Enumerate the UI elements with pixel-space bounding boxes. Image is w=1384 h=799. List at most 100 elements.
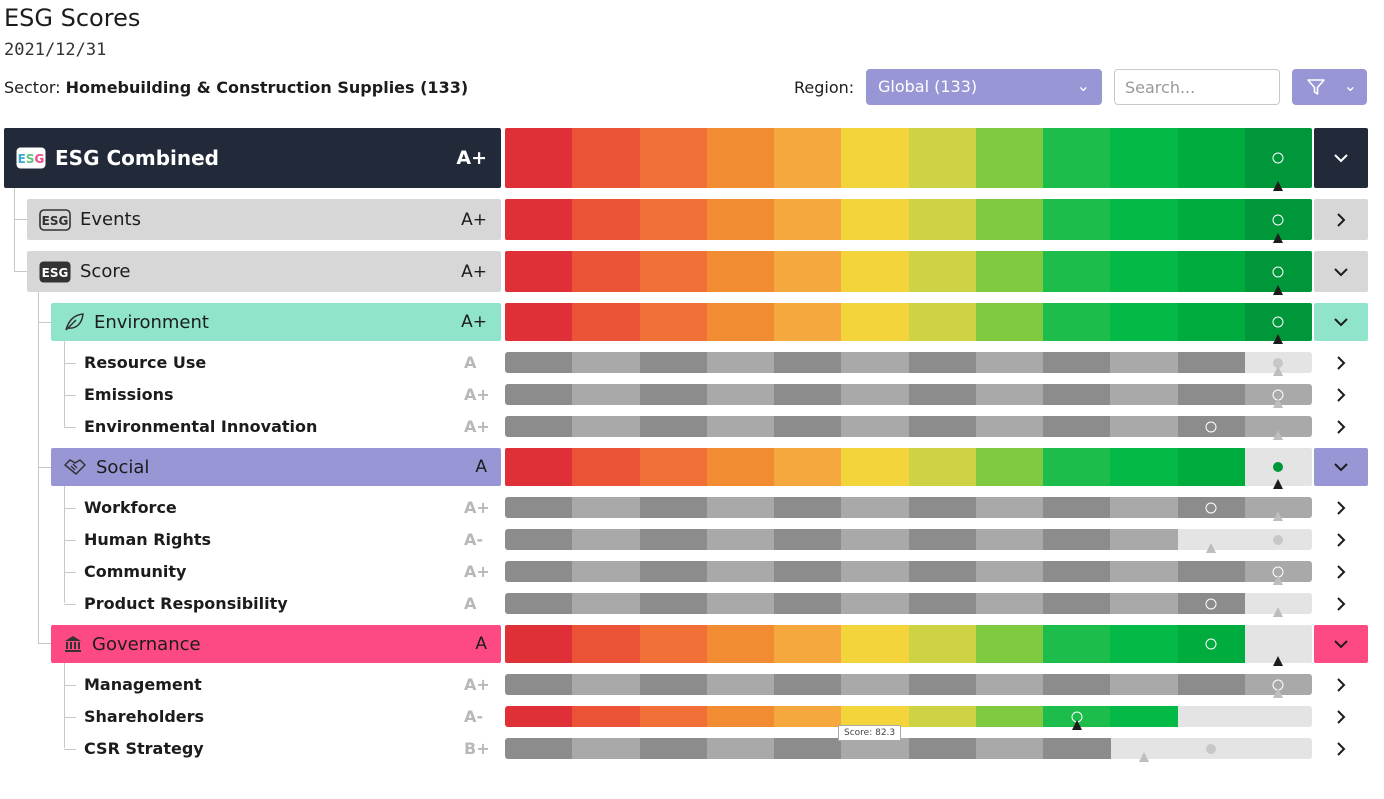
score-marker <box>1205 598 1217 609</box>
score-segment <box>706 625 775 663</box>
collapse-button[interactable] <box>1314 448 1368 486</box>
score-segment <box>505 593 573 614</box>
score-segment <box>706 416 775 437</box>
score-segment <box>572 674 640 695</box>
row-grade: A <box>475 457 487 477</box>
score-bar[interactable] <box>505 593 1312 614</box>
collapse-button[interactable] <box>1314 128 1368 188</box>
score-segment <box>774 497 842 518</box>
score-bar[interactable] <box>505 625 1312 663</box>
score-segment <box>841 251 909 292</box>
score-bar[interactable] <box>505 416 1312 437</box>
score-segment <box>841 593 909 614</box>
tree-connector <box>38 467 51 468</box>
score-segment <box>841 128 909 188</box>
row-header-environment[interactable]: Environment A+ <box>51 303 501 341</box>
collapse-button[interactable] <box>1314 625 1368 663</box>
row-grade: A+ <box>464 561 490 581</box>
score-marker <box>1206 743 1217 754</box>
score-segment <box>1043 625 1111 663</box>
row-header-score[interactable]: ESG Score A+ <box>27 251 501 292</box>
row-grade: A <box>475 634 487 654</box>
collapse-button[interactable] <box>1314 251 1368 292</box>
score-segment <box>505 561 573 582</box>
score-segment <box>975 303 1044 341</box>
chevron-right-icon <box>1336 709 1346 725</box>
score-segment <box>1043 497 1111 518</box>
expand-button[interactable] <box>1314 674 1368 695</box>
expand-button[interactable] <box>1314 199 1368 240</box>
tree-connector <box>64 362 76 364</box>
score-segment <box>1043 674 1111 695</box>
expand-button[interactable] <box>1314 497 1368 518</box>
chevron-down-icon <box>1333 267 1349 277</box>
chevron-down-icon <box>1333 639 1349 649</box>
expand-button[interactable] <box>1314 593 1368 614</box>
row-header-governance[interactable]: Governance A <box>51 625 501 663</box>
score-bar[interactable] <box>505 706 1312 727</box>
tree-connector <box>64 539 76 541</box>
row-grade: A+ <box>461 261 487 282</box>
score-bar[interactable] <box>505 251 1312 292</box>
score-segment <box>1110 352 1178 373</box>
score-segment <box>841 416 909 437</box>
score-segment <box>841 352 909 373</box>
expand-button[interactable] <box>1314 384 1368 405</box>
score-segment <box>908 251 977 292</box>
benchmark-marker-icon <box>1071 720 1082 730</box>
score-marker <box>1272 266 1284 277</box>
score-bar[interactable] <box>505 738 1312 759</box>
score-bar[interactable] <box>505 497 1312 518</box>
score-segment <box>572 448 640 486</box>
chevron-right-icon <box>1336 355 1346 371</box>
row-header-events[interactable]: ESG Events A+ <box>27 199 501 240</box>
score-segment <box>1177 128 1246 188</box>
score-segment <box>1110 674 1178 695</box>
score-segment <box>505 303 573 341</box>
score-bar[interactable] <box>505 561 1312 582</box>
row-header-esg-combined[interactable]: ESG ESG Combined A+ <box>4 128 501 188</box>
filter-button[interactable]: ⌄ <box>1292 69 1367 105</box>
filter-icon <box>1307 79 1325 95</box>
expand-button[interactable] <box>1314 352 1368 373</box>
score-segment <box>841 384 909 405</box>
score-segment <box>706 738 775 759</box>
expand-button[interactable] <box>1314 706 1368 727</box>
row-label: Governance <box>92 633 201 655</box>
row-header-social[interactable]: Social A <box>51 448 501 486</box>
score-segment <box>639 199 708 240</box>
score-segment <box>639 738 708 759</box>
score-bar[interactable] <box>505 448 1312 486</box>
score-segment <box>505 674 573 695</box>
benchmark-marker-icon <box>1273 656 1284 666</box>
chevron-right-icon <box>1336 564 1346 580</box>
score-segment <box>706 448 775 486</box>
score-segment <box>572 384 640 405</box>
region-dropdown[interactable]: Global (133) ⌄ <box>866 69 1102 105</box>
government-building-icon <box>63 634 83 654</box>
score-bar[interactable] <box>505 352 1312 373</box>
score-segment <box>975 199 1044 240</box>
score-bar[interactable] <box>505 199 1312 240</box>
score-segment <box>639 593 708 614</box>
score-bar[interactable] <box>505 128 1312 188</box>
score-segment <box>572 593 640 614</box>
row-label: CSR Strategy <box>84 738 204 758</box>
expand-button[interactable] <box>1314 561 1368 582</box>
score-bar[interactable] <box>505 674 1312 695</box>
tree-connector <box>64 394 76 396</box>
score-segment <box>706 303 775 341</box>
score-segment <box>841 738 909 759</box>
expand-button[interactable] <box>1314 529 1368 550</box>
score-bar[interactable] <box>505 303 1312 341</box>
score-segment <box>774 674 842 695</box>
row-grade: A- <box>464 706 484 726</box>
collapse-button[interactable] <box>1314 303 1368 341</box>
score-bar[interactable] <box>505 384 1312 405</box>
tree-connector <box>14 188 15 271</box>
expand-button[interactable] <box>1314 738 1368 759</box>
score-bar[interactable] <box>505 529 1312 550</box>
score-segment <box>639 251 708 292</box>
search-input[interactable] <box>1114 69 1280 105</box>
expand-button[interactable] <box>1314 416 1368 437</box>
